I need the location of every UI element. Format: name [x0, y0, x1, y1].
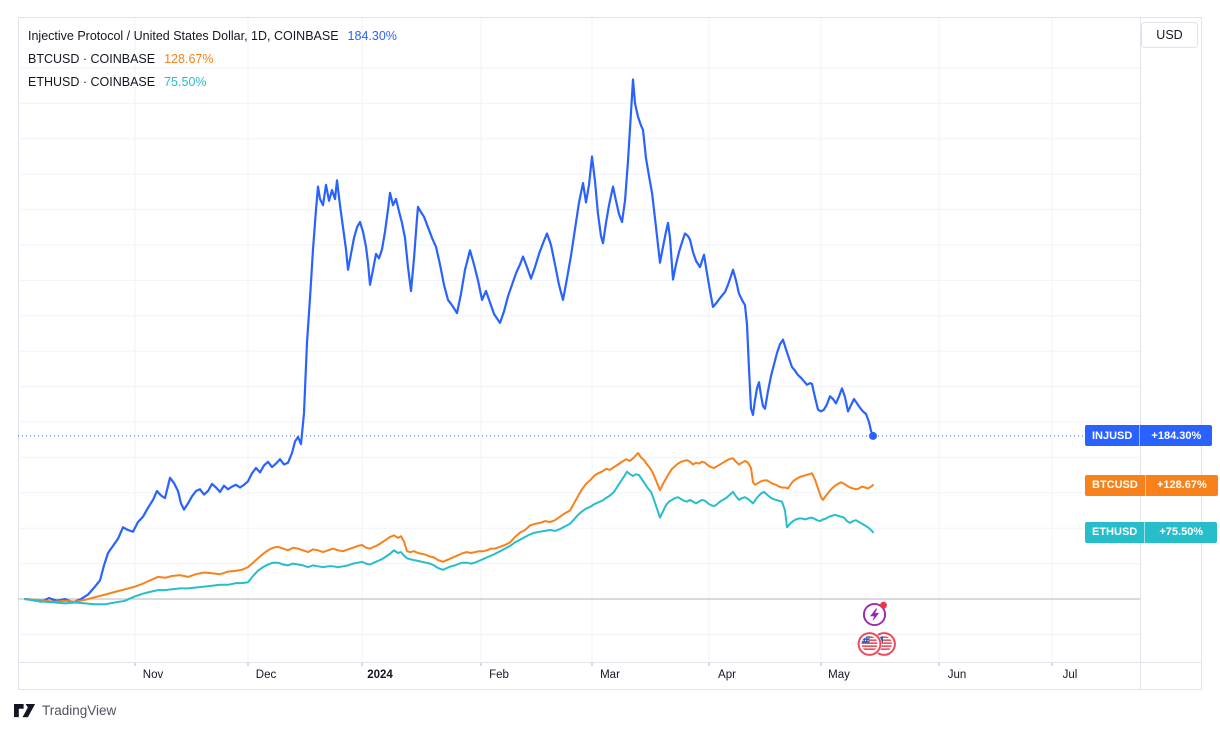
series-end-dot — [869, 431, 877, 440]
legend-compare-ethusd[interactable]: ETHUSD · COINBASE 75.50% — [28, 70, 397, 93]
time-axis-separator — [18, 662, 1202, 663]
legend-compare-btcusd[interactable]: BTCUSD · COINBASE 128.67% — [28, 47, 397, 70]
price-label-symbol: ETHUSD — [1092, 526, 1138, 539]
price-label-INJUSD[interactable]: INJUSD +184.30% — [1085, 425, 1213, 447]
legend-ethusd-value: 75.50% — [164, 74, 207, 89]
legend-btcusd-value: 128.67% — [164, 51, 214, 66]
price-label-value: +128.67% — [1156, 479, 1207, 492]
x-axis-label: Mar — [600, 669, 620, 681]
price-label-divider — [1144, 521, 1146, 543]
series-line-BTCUSD — [24, 452, 874, 603]
x-axis-label: 2024 — [367, 669, 393, 681]
x-axis-label: Nov — [142, 669, 164, 681]
series-line-ETHUSD — [24, 470, 874, 606]
legend-main-series[interactable]: Injective Protocol / United States Dolla… — [28, 24, 397, 47]
x-axis-label: Dec — [255, 669, 277, 681]
price-label-ETHUSD[interactable]: ETHUSD +75.50% — [1085, 521, 1218, 543]
price-label-symbol: BTCUSD — [1092, 479, 1138, 492]
x-axis-label: Jun — [947, 669, 967, 681]
x-axis-label: Jul — [1062, 669, 1078, 681]
legend-btcusd-title: BTCUSD · COINBASE — [28, 51, 156, 66]
x-axis-label: Apr — [718, 669, 736, 681]
events-lightning-icon[interactable] — [862, 599, 889, 628]
price-axis-separator — [1140, 18, 1141, 690]
series-line-INJUSD — [23, 78, 875, 604]
price-label-value: +184.30% — [1151, 429, 1202, 442]
tradingview-logo-icon — [14, 703, 35, 718]
x-axis-label: Feb — [489, 669, 509, 681]
x-axis-label: May — [828, 669, 850, 681]
legend-ethusd-title: ETHUSD · COINBASE — [28, 74, 156, 89]
price-label-value: +75.50% — [1159, 526, 1204, 539]
price-axis[interactable]: 600.00%560.00%520.00%480.00%440.00%400.0… — [1141, 18, 1202, 662]
price-label-BTCUSD[interactable]: BTCUSD +128.67% — [1085, 474, 1218, 496]
price-label-divider — [1139, 425, 1141, 447]
price-label-divider — [1144, 474, 1146, 496]
price-label-symbol: INJUSD — [1092, 429, 1133, 442]
front-us-flag — [861, 636, 878, 652]
legend-main-title: Injective Protocol / United States Dolla… — [28, 28, 339, 43]
us-economic-events-flags-icon[interactable] — [856, 631, 898, 657]
time-axis[interactable]: Nov Dec 2024 Feb Mar Apr May Jun Jul — [18, 663, 1202, 690]
tradingview-attribution[interactable]: TradingView — [14, 703, 116, 718]
currency-toggle-button[interactable]: USD — [1141, 22, 1198, 48]
widget-frame — [18, 17, 1202, 690]
legend: Injective Protocol / United States Dolla… — [28, 24, 397, 93]
legend-main-value: 184.30% — [347, 28, 397, 43]
tradingview-brand-text: TradingView — [42, 703, 117, 718]
